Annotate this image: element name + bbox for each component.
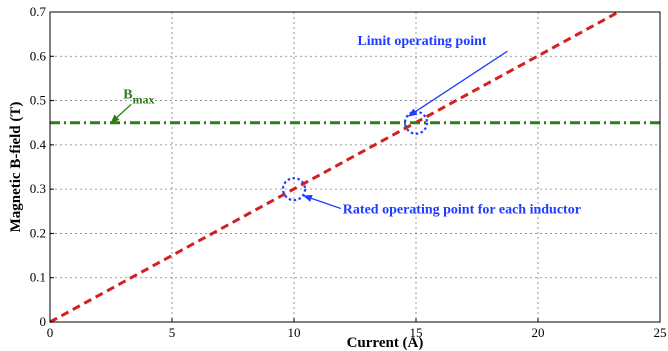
series-group: [49, 10, 660, 324]
y-tick-label-7: 0.7: [30, 4, 47, 19]
annotation-rated-main: Rated operating point for each inductor: [343, 203, 581, 218]
x-tick-label-1: 5: [169, 325, 176, 340]
operating-point-marker-0: [281, 177, 307, 202]
annotation-bmax-arrow: [110, 103, 132, 124]
annotation-bmax-main: B: [123, 87, 132, 102]
annotation-limit: Limit operating point: [357, 34, 508, 117]
y-tick-label-1: 0.1: [30, 270, 46, 285]
x-tick-label-3: 15: [410, 325, 423, 340]
plot-frame: [49, 11, 661, 323]
annotation-rated-arrow: [302, 195, 342, 210]
y-tick-label-6: 0.6: [30, 48, 47, 63]
y-tick-label-4: 0.4: [30, 137, 47, 152]
annotation-bmax-subscript: max: [133, 92, 155, 106]
ticks-group: 0 5 10 15 20 25 0 0.1 0.2 0.3 0.4 0.5 0.6 0.7: [30, 4, 667, 340]
x-tick-label-2: 10: [288, 325, 301, 340]
annotation-limit-text: Limit operating point: [357, 34, 486, 49]
annotation-rated-text: Rated operating point for each inductor: [343, 203, 581, 218]
annotations-group: Bmax Limit operating point Rated operating…: [110, 34, 581, 218]
grid: [50, 12, 660, 322]
y-axis-title: Magnetic B-field (T): [8, 102, 24, 233]
x-tick-label-5: 25: [654, 325, 667, 340]
annotation-limit-main: Limit operating point: [357, 34, 486, 49]
y-tick-label-5: 0.5: [30, 93, 46, 108]
y-tick-label-2: 0.2: [30, 225, 46, 240]
x-tick-label-4: 20: [532, 325, 545, 340]
annotation-bmax-text: Bmax: [123, 87, 154, 106]
annotation-limit-arrow: [407, 50, 508, 117]
x-tick-label-0: 0: [47, 325, 54, 340]
y-tick-label-3: 0.3: [30, 181, 46, 196]
series-line-0: [49, 10, 620, 324]
y-tick-label-0: 0: [40, 314, 47, 329]
annotation-bmax: Bmax: [110, 87, 155, 124]
x-axis-title: Current (A): [347, 335, 424, 351]
annotation-rated: Rated operating point for each inductor: [302, 195, 581, 218]
